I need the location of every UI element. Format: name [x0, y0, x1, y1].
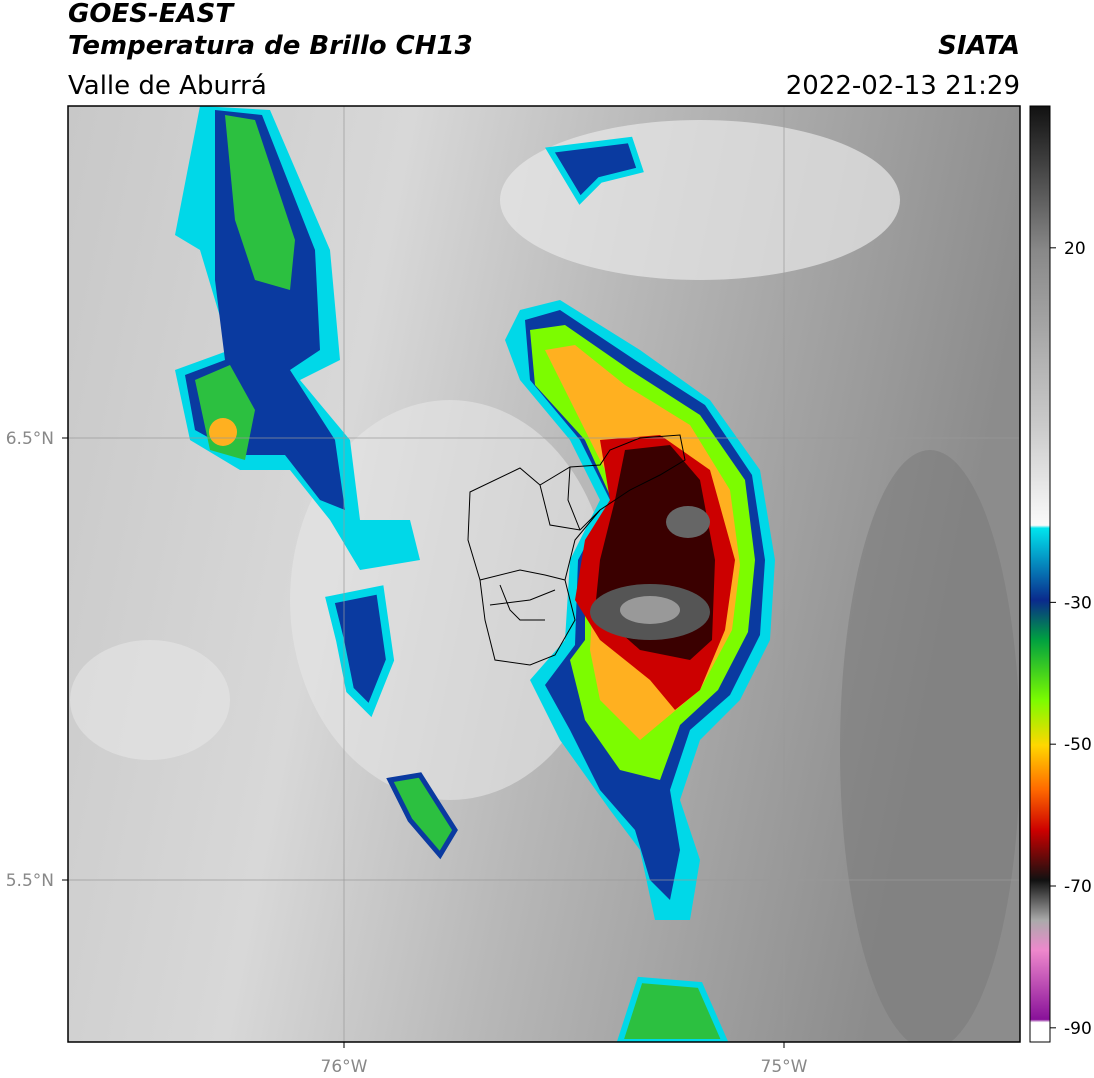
colorbar [1029, 105, 1051, 1043]
colorbar-label: -70 [1064, 877, 1092, 897]
map-frame [67, 105, 1021, 1043]
colorbar-label: -50 [1064, 735, 1092, 755]
source: SIATA [938, 31, 1020, 61]
lat-label: 5.5°N [6, 871, 54, 891]
title: GOES-EAST [68, 0, 235, 29]
lat-label: 6.5°N [6, 429, 54, 449]
colorbar-label: 20 [1064, 239, 1086, 259]
satellite-image [68, 106, 1020, 1042]
region: Valle de Aburrá [68, 71, 267, 101]
colorbar-label: -30 [1064, 593, 1092, 613]
subtitle: Temperatura de Brillo CH13 [68, 31, 473, 61]
datetime: 2022-02-13 21:29 [786, 71, 1020, 101]
colorbar-label: -90 [1064, 1019, 1092, 1039]
lon-label: 76°W [321, 1057, 368, 1077]
lon-label: 75°W [761, 1057, 808, 1077]
